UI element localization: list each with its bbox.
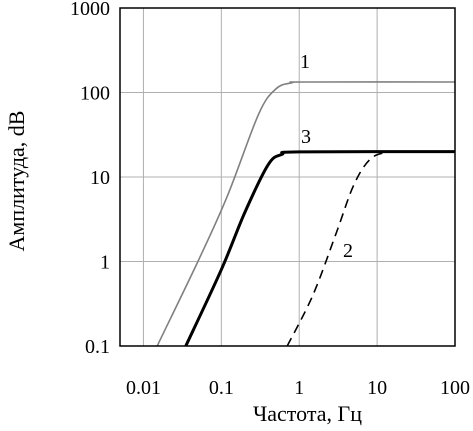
y-axis-title: Амплитуда, dB — [4, 111, 29, 252]
x-tick-label: 0.01 — [126, 377, 161, 399]
series-group — [156, 81, 456, 347]
series-line-2 — [286, 150, 456, 347]
y-tick-label: 10 — [90, 167, 110, 189]
series-line-1 — [156, 81, 456, 347]
y-tick-label: 1 — [100, 252, 110, 274]
curve-labels: 1 2 3 — [300, 51, 353, 262]
series-line-3 — [184, 150, 456, 347]
y-tick-label: 0.1 — [85, 336, 110, 358]
curve-label-3: 3 — [301, 126, 311, 148]
x-tick-label: 0.1 — [209, 377, 234, 399]
y-tick-label: 100 — [80, 83, 110, 105]
x-axis-title: Частота, Гц — [253, 401, 362, 426]
plot-frame — [119, 7, 456, 347]
curve-label-2: 2 — [343, 240, 353, 262]
x-tick-label: 10 — [367, 377, 387, 399]
x-tick-label: 1 — [294, 377, 304, 399]
x-tick-label: 100 — [440, 377, 470, 399]
curve-label-1: 1 — [300, 51, 310, 73]
grid — [120, 7, 456, 347]
tick-labels: 0.01 0.1 1 10 100 0.1 1 10 100 1000 — [70, 0, 470, 399]
y-tick-label: 1000 — [70, 0, 110, 20]
